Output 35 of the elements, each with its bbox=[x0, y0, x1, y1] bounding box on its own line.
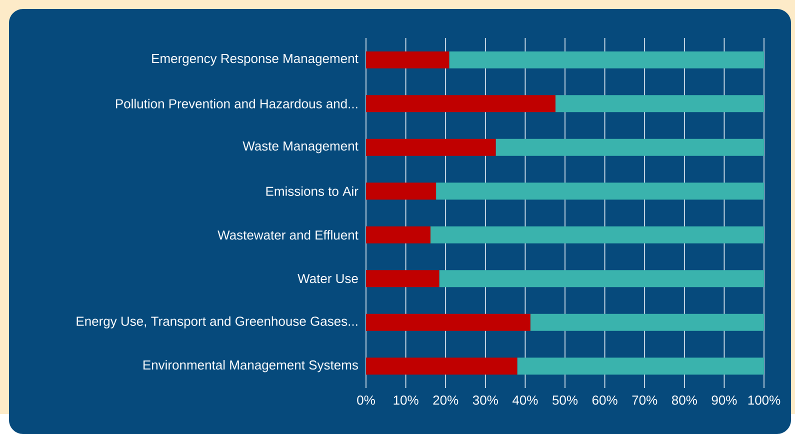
bar bbox=[496, 138, 764, 156]
y-tick-label: Water Use bbox=[298, 274, 358, 284]
bar bbox=[436, 182, 764, 200]
bar bbox=[439, 270, 764, 288]
x-tick-label: 50% bbox=[552, 396, 578, 405]
x-tick-label: 0% bbox=[357, 396, 375, 405]
bar bbox=[530, 314, 764, 331]
bar bbox=[366, 95, 556, 112]
bar bbox=[366, 226, 430, 244]
bar bbox=[366, 138, 496, 156]
bar bbox=[517, 358, 764, 375]
y-tick-label: Environmental Management Systems bbox=[143, 360, 358, 372]
bar bbox=[366, 358, 518, 375]
y-tick-label: Energy Use, Transport and Greenhouse Gases... bbox=[76, 316, 358, 328]
bar bbox=[449, 51, 764, 68]
bar bbox=[366, 270, 440, 288]
bar bbox=[430, 226, 764, 244]
x-tick-label: 10% bbox=[394, 396, 418, 405]
x-tick-label: 60% bbox=[592, 396, 618, 405]
bar bbox=[366, 182, 436, 200]
bar bbox=[555, 95, 764, 112]
x-tick-label: 40% bbox=[512, 396, 538, 405]
y-tick-label: Emergency Response Management bbox=[152, 54, 358, 66]
y-tick-label: Pollution Prevention and Hazardous and... bbox=[116, 98, 358, 108]
x-tick-label: 100% bbox=[748, 396, 780, 405]
x-tick-label: 20% bbox=[433, 396, 458, 405]
x-tick-label: 70% bbox=[632, 396, 658, 405]
x-tick-label: 80% bbox=[672, 396, 697, 405]
y-tick-label: Waste Management bbox=[242, 142, 358, 154]
x-tick-label: 90% bbox=[712, 396, 737, 405]
y-tick-label: Wastewater and Effluent bbox=[218, 230, 358, 240]
x-tick-label: 30% bbox=[472, 396, 498, 405]
bar bbox=[366, 314, 530, 331]
bar bbox=[366, 51, 450, 68]
y-tick-label: Emissions to Air bbox=[266, 186, 358, 196]
